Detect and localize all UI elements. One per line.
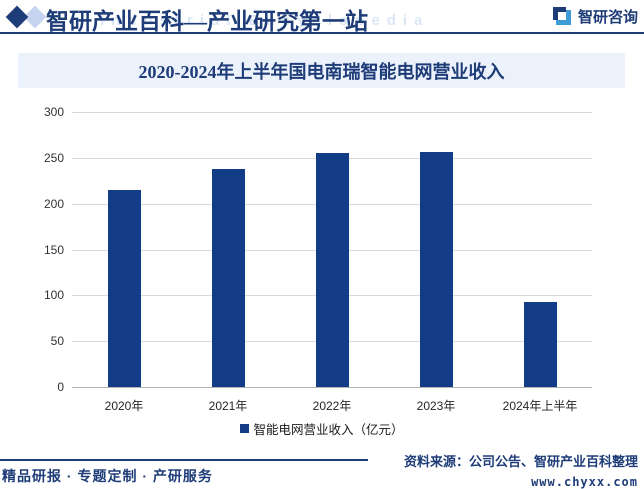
x-tick-label: 2023年 — [416, 399, 456, 413]
x-tick-label: 2021年 — [208, 399, 248, 413]
footer-divider — [0, 459, 368, 461]
source-note: 资料来源：公司公告、智研产业百科整理 — [403, 454, 638, 469]
footer-slogan: 精品研报 · 专题定制 · 产研服务 — [2, 468, 213, 484]
brand-title: 智研产业百科—产业研究第一站 — [46, 9, 368, 34]
legend-label: 智能电网营业收入（亿元） — [253, 423, 404, 437]
legend: 智能电网营业收入（亿元） — [0, 419, 644, 438]
website-link[interactable]: www.chyxx.com — [531, 475, 638, 489]
y-tick-label: 200 — [43, 196, 64, 211]
gridline — [72, 112, 592, 113]
y-tick-label: 100 — [43, 288, 64, 303]
header-watermark: Industrial Encyclopedia — [100, 12, 430, 29]
bar-2024年上半年 — [523, 301, 557, 387]
legend-marker — [240, 424, 250, 433]
source-block: 资料来源：公司公告、智研产业百科整理 www.chyxx.com — [404, 451, 638, 489]
chart-title-banner: 2020-2024年上半年国电南瑞智能电网营业收入 — [18, 53, 625, 88]
y-tick-label: 250 — [43, 150, 64, 165]
zhiyan-logo-icon — [552, 7, 571, 25]
chart-title: 2020-2024年上半年国电南瑞智能电网营业收入 — [138, 61, 505, 82]
zhiyan-logo-text: 智研咨询 — [577, 8, 638, 26]
x-tick-label: 2024年上半年 — [502, 399, 578, 413]
plot-area: 0 50 100 150 200 250 300 2020年 2021年 2022年 2023年 20… — [0, 88, 644, 418]
x-axis-line — [72, 387, 592, 388]
y-tick-label: 0 — [57, 380, 64, 394]
header-bar: Industrial Encyclopedia 智研产业百科—产业研究第一站 智… — [0, 0, 644, 34]
bar-2020年 — [107, 189, 141, 387]
x-tick-label: 2022年 — [312, 399, 352, 413]
zhiyan-logo: 智研咨询 — [551, 5, 638, 27]
y-tick-label: 50 — [50, 334, 64, 349]
bar-2023年 — [419, 152, 453, 387]
y-tick-label: 150 — [43, 242, 64, 257]
bar-2022年 — [315, 153, 349, 387]
diamond-icon-dark — [5, 5, 29, 29]
bar-2021年 — [211, 168, 245, 387]
y-tick-label: 300 — [43, 105, 64, 119]
x-tick-label: 2020年 — [104, 399, 144, 413]
